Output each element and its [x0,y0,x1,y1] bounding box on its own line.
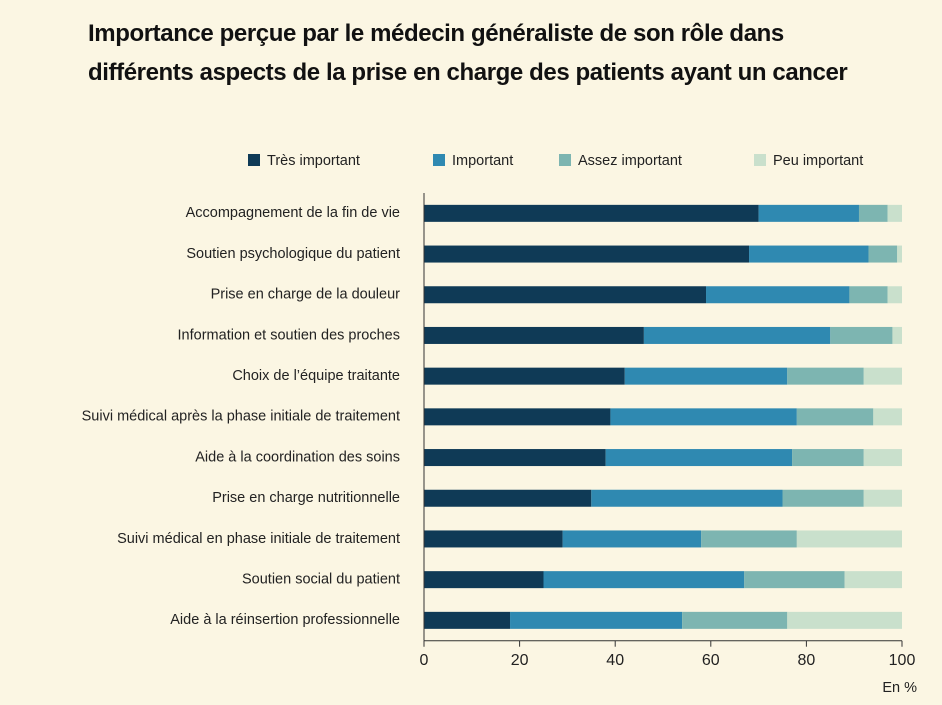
y-tick-label: Choix de l’équipe traitante [232,368,400,384]
x-tick-label: 60 [702,652,720,669]
bar-segment [605,449,793,467]
bar-segment [562,530,702,548]
bar-segment [424,449,606,467]
bar-segment [868,245,898,263]
bar-segment [863,489,902,507]
bar-segment [424,611,511,629]
bar-segment [887,286,902,304]
y-tick-label: Suivi médical après la phase initiale de… [82,409,400,425]
bar-segment [887,204,902,222]
legend-swatch [754,154,766,166]
bar-segment [749,245,869,263]
bar-segment [510,611,683,629]
bar-segment [643,326,831,344]
bar-segment [424,571,544,589]
bar-segment [424,326,644,344]
bar-segment [787,611,902,629]
legend-swatch [433,154,445,166]
y-tick-label: Suivi médical en phase initiale de trait… [117,531,400,547]
bar-segment [744,571,845,589]
bar-segment [758,204,859,222]
bar-segment [424,245,750,263]
y-tick-label: Prise en charge de la douleur [211,287,401,303]
bar-segment [424,530,563,548]
y-tick-label: Soutien social du patient [242,571,400,587]
x-tick-label: 100 [889,652,916,669]
bar-segment [624,367,788,385]
y-tick-label: Information et soutien des proches [178,327,400,343]
bar-segment [873,408,902,426]
bar-segment [897,245,902,263]
bar-segment [830,326,893,344]
bar-segment [796,530,902,548]
legend-label: Important [452,153,513,169]
bar-segment [424,204,759,222]
bar-segment [424,408,611,426]
bar-segment [543,571,745,589]
bar-segment [892,326,902,344]
bar-segment [424,367,625,385]
y-tick-label: Aide à la coordination des soins [195,449,400,465]
bar-segment [591,489,783,507]
chart-title: Importance perçue par le médecin général… [88,20,848,86]
y-tick-label: Prise en charge nutritionnelle [212,490,400,506]
bar-segment [844,571,902,589]
bar-segment [610,408,797,426]
y-tick-label: Aide à la réinsertion professionnelle [170,612,400,628]
bar-segment [782,489,864,507]
bar-segment [858,204,888,222]
x-tick-label: 0 [420,652,429,669]
bar-segment [787,367,864,385]
x-tick-label: 80 [798,652,816,669]
legend-label: Peu important [773,153,863,169]
bar-segment [701,530,797,548]
x-axis-label: En % [882,680,917,696]
y-tick-label: Accompagnement de la fin de vie [186,205,400,221]
x-tick-label: 20 [511,652,529,669]
bar-segment [792,449,864,467]
legend-swatch [559,154,571,166]
legend-label: Très important [267,153,360,169]
bar-segment [424,489,592,507]
bar-segment [863,449,902,467]
x-tick-label: 40 [606,652,624,669]
legend-label: Assez important [578,153,682,169]
bar-segment [682,611,788,629]
legend-swatch [248,154,260,166]
y-tick-label: Soutien psychologique du patient [186,246,400,262]
bar-segment [863,367,902,385]
bar-segment [424,286,707,304]
bar-segment [849,286,888,304]
bar-segment [706,286,850,304]
bar-segment [796,408,874,426]
